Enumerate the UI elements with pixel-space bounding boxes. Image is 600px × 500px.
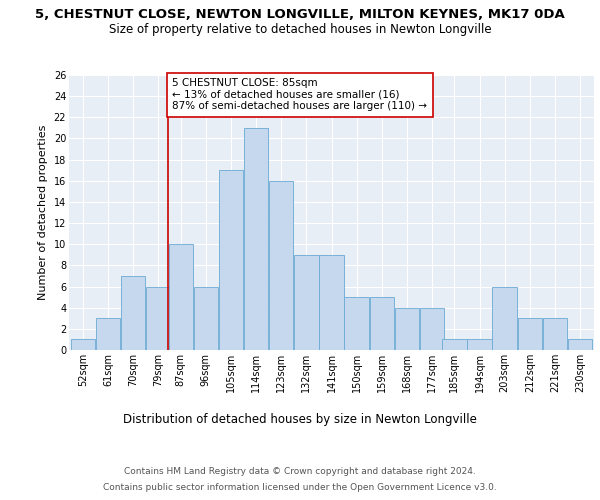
Bar xyxy=(146,286,170,350)
Y-axis label: Number of detached properties: Number of detached properties xyxy=(38,125,48,300)
Bar xyxy=(518,318,542,350)
Bar xyxy=(543,318,567,350)
Bar xyxy=(294,255,319,350)
Text: Size of property relative to detached houses in Newton Longville: Size of property relative to detached ho… xyxy=(109,22,491,36)
Text: Contains HM Land Registry data © Crown copyright and database right 2024.: Contains HM Land Registry data © Crown c… xyxy=(124,468,476,476)
Bar xyxy=(169,244,193,350)
Text: 5 CHESTNUT CLOSE: 85sqm
← 13% of detached houses are smaller (16)
87% of semi-de: 5 CHESTNUT CLOSE: 85sqm ← 13% of detache… xyxy=(172,78,427,112)
Bar xyxy=(96,318,120,350)
Bar xyxy=(319,255,344,350)
Bar xyxy=(493,286,517,350)
Bar xyxy=(121,276,145,350)
Bar xyxy=(420,308,444,350)
Text: Distribution of detached houses by size in Newton Longville: Distribution of detached houses by size … xyxy=(123,412,477,426)
Bar xyxy=(344,297,369,350)
Bar xyxy=(568,340,592,350)
Bar xyxy=(442,340,467,350)
Bar xyxy=(370,297,394,350)
Text: 5, CHESTNUT CLOSE, NEWTON LONGVILLE, MILTON KEYNES, MK17 0DA: 5, CHESTNUT CLOSE, NEWTON LONGVILLE, MIL… xyxy=(35,8,565,20)
Bar xyxy=(269,181,293,350)
Bar xyxy=(467,340,491,350)
Text: Contains public sector information licensed under the Open Government Licence v3: Contains public sector information licen… xyxy=(103,482,497,492)
Bar xyxy=(219,170,243,350)
Bar xyxy=(395,308,419,350)
Bar xyxy=(194,286,218,350)
Bar xyxy=(244,128,268,350)
Bar xyxy=(71,340,95,350)
